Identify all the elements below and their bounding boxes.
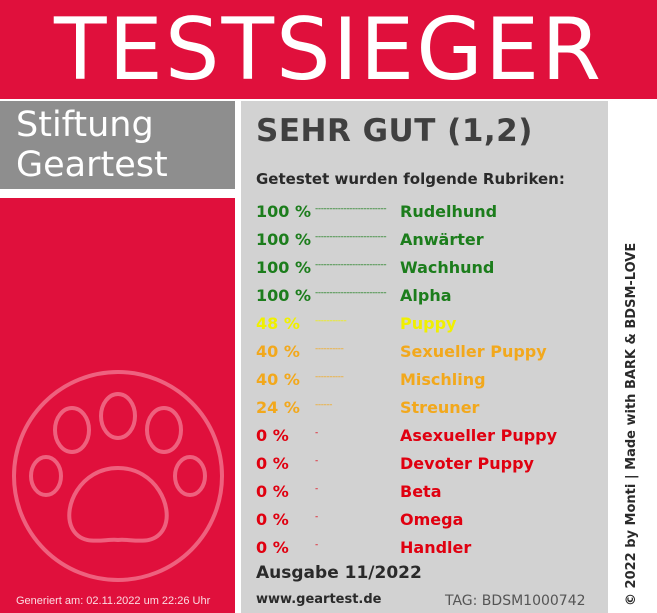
result-panel xyxy=(241,101,608,613)
category-percent: 48 % xyxy=(256,314,300,333)
category-dash-leader: ------------------------- xyxy=(315,260,387,270)
category-row: 100 % ------------------------- Wachhund xyxy=(256,256,606,284)
category-dash-leader: ----------- xyxy=(315,316,347,326)
website-label: www.geartest.de xyxy=(256,592,382,607)
category-row: 100 % ------------------------- Alpha xyxy=(256,284,606,312)
category-dash-leader: - xyxy=(315,512,318,522)
category-row: 100 % ------------------------- Anwärter xyxy=(256,228,606,256)
brand-name-line2: Geartest xyxy=(16,145,168,185)
category-percent: 0 % xyxy=(256,426,289,445)
credit-strip: © 2022 by Monti | Made with BARK & BDSM-… xyxy=(612,101,639,613)
category-row: 0 % - Beta xyxy=(256,480,606,508)
category-label: Puppy xyxy=(400,314,457,333)
category-row: 40 % ---------- Mischling xyxy=(256,368,606,396)
category-label: Rudelhund xyxy=(400,202,498,221)
category-label: Devoter Puppy xyxy=(400,454,534,473)
category-percent: 0 % xyxy=(256,538,289,557)
category-dash-leader: - xyxy=(315,484,318,494)
grade-heading: SEHR GUT (1,2) xyxy=(256,113,533,149)
category-dash-leader: ------------------------- xyxy=(315,288,387,298)
category-percent: 0 % xyxy=(256,454,289,473)
category-label: Alpha xyxy=(400,286,452,305)
category-row: 100 % ------------------------- Rudelhund xyxy=(256,200,606,228)
category-dash-leader: ---------- xyxy=(315,344,344,354)
category-list: 100 % ------------------------- Rudelhund 1… xyxy=(256,200,606,564)
testsieger-banner: TESTSIEGER xyxy=(0,0,657,99)
category-row: 24 % ------ Streuner xyxy=(256,396,606,424)
tag-id: TAG: BDSM1000742 xyxy=(445,593,586,609)
banner-title: TESTSIEGER xyxy=(53,0,604,100)
category-percent: 100 % xyxy=(256,286,311,305)
category-label: Omega xyxy=(400,510,464,529)
category-label: Mischling xyxy=(400,370,486,389)
category-dash-leader: - xyxy=(315,456,318,466)
category-row: 0 % - Omega xyxy=(256,508,606,536)
category-label: Handler xyxy=(400,538,472,557)
category-dash-leader: ------ xyxy=(315,400,333,410)
category-percent: 100 % xyxy=(256,258,311,277)
generated-timestamp: Generiert am: 02.11.2022 um 22:26 Uhr xyxy=(16,595,211,607)
categories-subtitle: Getestet wurden folgende Rubriken: xyxy=(256,170,565,188)
category-row: 0 % - Asexueller Puppy xyxy=(256,424,606,452)
category-row: 0 % - Handler xyxy=(256,536,606,564)
category-percent: 100 % xyxy=(256,202,311,221)
category-label: Sexueller Puppy xyxy=(400,342,547,361)
category-label: Wachhund xyxy=(400,258,495,277)
category-percent: 100 % xyxy=(256,230,311,249)
category-row: 48 % ----------- Puppy xyxy=(256,312,606,340)
paw-icon xyxy=(12,370,224,582)
category-dash-leader: ------------------------- xyxy=(315,232,387,242)
issue-label: Ausgabe 11/2022 xyxy=(256,563,422,583)
category-label: Asexueller Puppy xyxy=(400,426,558,445)
category-percent: 24 % xyxy=(256,398,300,417)
category-label: Streuner xyxy=(400,398,480,417)
category-dash-leader: - xyxy=(315,428,318,438)
category-dash-leader: ---------- xyxy=(315,372,344,382)
category-percent: 40 % xyxy=(256,342,300,361)
credit-text: © 2022 by Monti | Made with BARK & BDSM-… xyxy=(624,242,639,606)
category-row: 40 % ---------- Sexueller Puppy xyxy=(256,340,606,368)
category-percent: 0 % xyxy=(256,510,289,529)
category-label: Anwärter xyxy=(400,230,484,249)
brand-box xyxy=(0,101,235,189)
category-percent: 40 % xyxy=(256,370,300,389)
category-dash-leader: ------------------------- xyxy=(315,204,387,214)
category-row: 0 % - Devoter Puppy xyxy=(256,452,606,480)
category-label: Beta xyxy=(400,482,442,501)
brand-name-line1: Stiftung xyxy=(16,105,154,145)
category-percent: 0 % xyxy=(256,482,289,501)
category-dash-leader: - xyxy=(315,540,318,550)
